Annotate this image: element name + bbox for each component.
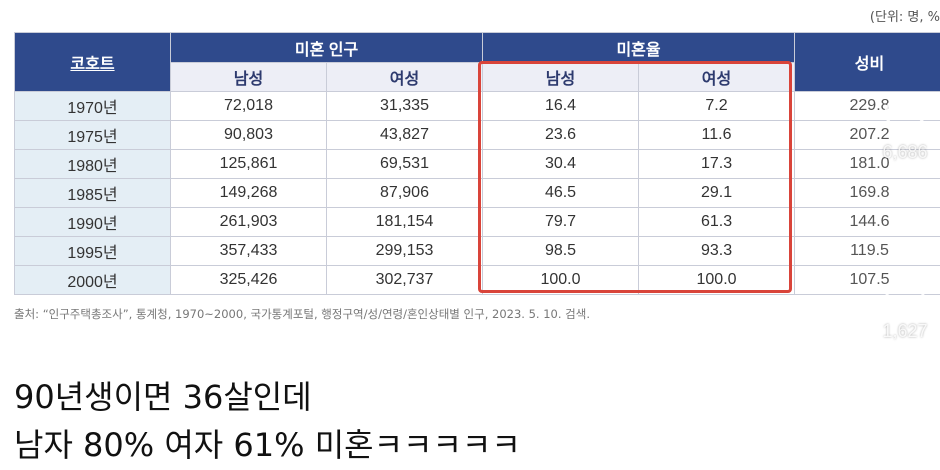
- caption-line-1: 90년생이면 36살인데: [14, 372, 312, 418]
- table-row: 1980년 125,861 69,531 30.4 17.3 181.0: [15, 150, 940, 179]
- table-row: 2000년 325,426 302,737 100.0 100.0 107.5: [15, 266, 940, 295]
- pop-female-cell: 299,153: [327, 237, 483, 266]
- header-rate-female: 여성: [639, 63, 795, 92]
- year-cell: 1990년: [15, 208, 171, 237]
- year-cell: 1975년: [15, 121, 171, 150]
- pop-male-cell: 261,903: [171, 208, 327, 237]
- year-cell: 1970년: [15, 92, 171, 121]
- pop-female-cell: 31,335: [327, 92, 483, 121]
- rate-male-cell: 79.7: [483, 208, 639, 237]
- rate-female-cell: 93.3: [639, 237, 795, 266]
- comment-count: 1,627: [880, 321, 930, 342]
- pop-female-cell: 69,531: [327, 150, 483, 179]
- pop-female-cell: 302,737: [327, 266, 483, 295]
- table-row: 1985년 149,268 87,906 46.5 29.1 169.8: [15, 179, 940, 208]
- like-button[interactable]: 6,686: [880, 100, 930, 163]
- rate-male-cell: 23.6: [483, 121, 639, 150]
- table-row: 1995년 357,433 299,153 98.5 93.3 119.5: [15, 237, 940, 266]
- sex-ratio-cell: 144.6: [795, 208, 940, 237]
- comment-icon: [880, 275, 930, 319]
- rate-male-cell: 30.4: [483, 150, 639, 179]
- pop-male-cell: 90,803: [171, 121, 327, 150]
- pop-female-cell: 43,827: [327, 121, 483, 150]
- year-cell: 2000년: [15, 266, 171, 295]
- comment-button[interactable]: 1,627: [880, 275, 930, 342]
- year-cell: 1995년: [15, 237, 171, 266]
- rate-female-cell: 17.3: [639, 150, 795, 179]
- header-pop-female: 여성: [327, 63, 483, 92]
- rate-female-cell: 29.1: [639, 179, 795, 208]
- header-pop-male: 남성: [171, 63, 327, 92]
- cohort-table: 코호트 미혼 인구 미혼율 성비 남성 여성 남성 여성 1970년 72,01…: [14, 32, 940, 295]
- rate-female-cell: 61.3: [639, 208, 795, 237]
- header-unmarried-rate: 미혼율: [483, 33, 795, 63]
- source-note: 출처: “인구주택총조사”, 통계청, 1970~2000, 국가통계포털, 행…: [14, 306, 590, 322]
- year-cell: 1985년: [15, 179, 171, 208]
- pop-male-cell: 149,268: [171, 179, 327, 208]
- pop-male-cell: 125,861: [171, 150, 327, 179]
- table-row: 1970년 72,018 31,335 16.4 7.2 229.8: [15, 92, 940, 121]
- rate-male-cell: 98.5: [483, 237, 639, 266]
- table-row: 1990년 261,903 181,154 79.7 61.3 144.6: [15, 208, 940, 237]
- like-count: 6,686: [880, 142, 930, 163]
- header-cohort: 코호트: [15, 33, 171, 92]
- sex-ratio-cell: 119.5: [795, 237, 940, 266]
- rate-male-cell: 16.4: [483, 92, 639, 121]
- sex-ratio-cell: 169.8: [795, 179, 940, 208]
- table-row: 1975년 90,803 43,827 23.6 11.6 207.2: [15, 121, 940, 150]
- pop-female-cell: 181,154: [327, 208, 483, 237]
- header-rate-male: 남성: [483, 63, 639, 92]
- header-unmarried-population: 미혼 인구: [171, 33, 483, 63]
- header-sex-ratio: 성비: [795, 33, 940, 92]
- pop-female-cell: 87,906: [327, 179, 483, 208]
- pop-male-cell: 357,433: [171, 237, 327, 266]
- share-icon: [880, 440, 930, 470]
- rate-female-cell: 7.2: [639, 92, 795, 121]
- rate-female-cell: 11.6: [639, 121, 795, 150]
- rate-male-cell: 46.5: [483, 179, 639, 208]
- rate-female-cell: 100.0: [639, 266, 795, 295]
- year-cell: 1980년: [15, 150, 171, 179]
- pop-male-cell: 325,426: [171, 266, 327, 295]
- pop-male-cell: 72,018: [171, 92, 327, 121]
- share-button[interactable]: [880, 440, 930, 470]
- heart-icon: [880, 100, 930, 140]
- unit-note: (단위: 명, %: [870, 6, 940, 25]
- caption-line-2: 남자 80% 여자 61% 미혼ㅋㅋㅋㅋㅋ: [14, 420, 521, 466]
- rate-male-cell: 100.0: [483, 266, 639, 295]
